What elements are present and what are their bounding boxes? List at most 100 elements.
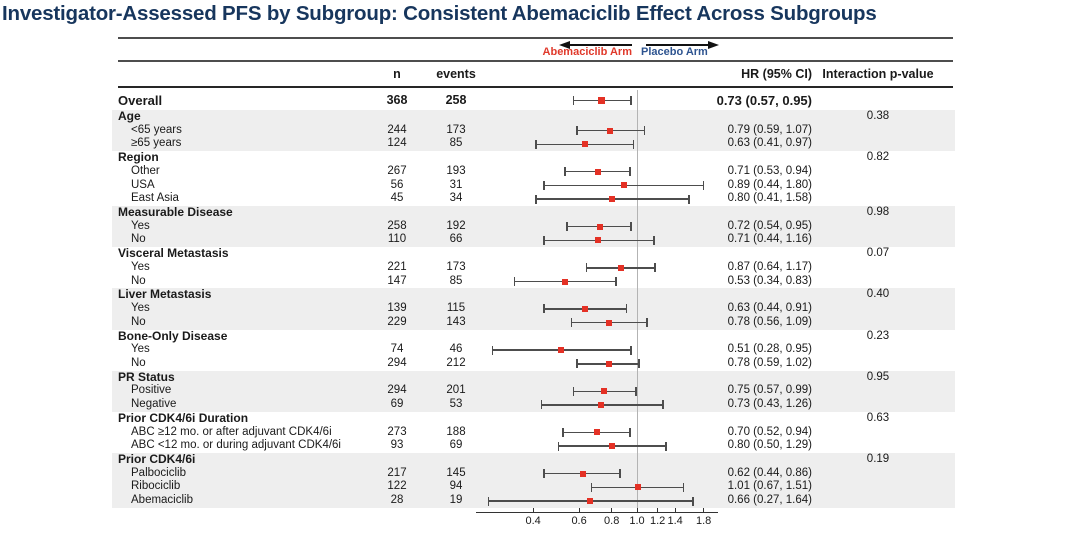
- n-value: 258: [387, 219, 407, 232]
- ci-cap-low: [572, 96, 575, 105]
- placebo-arm-label: Placebo Arm: [641, 46, 708, 58]
- subgroup-item-label: <65 years: [131, 123, 182, 136]
- subgroup-item-label: Palbociclib: [131, 466, 186, 479]
- interaction-p-value: 0.95: [866, 370, 890, 383]
- events-value: 115: [446, 302, 466, 315]
- n-value: 229: [387, 315, 407, 328]
- n-value: 28: [390, 494, 404, 507]
- x-axis-tick-label: 0.6: [571, 515, 587, 527]
- hr-point-marker: [562, 278, 569, 285]
- ci-cap-high: [653, 235, 655, 245]
- events-value: 34: [449, 192, 463, 205]
- overall-row-label: Overall: [118, 93, 163, 108]
- interaction-p-value: 0.19: [866, 453, 890, 465]
- ci-cap-high: [682, 482, 685, 492]
- events-value: 212: [446, 356, 466, 369]
- subgroup-item-label: ≥65 years: [131, 137, 182, 150]
- events-value: 173: [446, 123, 466, 136]
- column-header-hr: HR (95% CI): [741, 67, 812, 81]
- n-value: 294: [387, 356, 407, 369]
- subgroup-item-label: No: [131, 233, 146, 246]
- events-value: 201: [446, 384, 466, 397]
- ci-cap-high: [625, 304, 628, 314]
- events-value: 69: [449, 439, 463, 452]
- top-rule: [118, 37, 953, 39]
- hr-ci-value: 0.78 (0.56, 1.09): [727, 315, 812, 328]
- n-value: 74: [390, 343, 404, 356]
- subgroup-shaded-band: [112, 206, 955, 248]
- n-value: 217: [387, 466, 407, 479]
- n-value: 45: [390, 192, 404, 205]
- ci-cap-low: [566, 222, 568, 232]
- subgroup-item-label: No: [131, 315, 146, 328]
- x-axis-tick-label: 1.0: [629, 515, 645, 527]
- interaction-p-value: 0.23: [866, 329, 890, 342]
- ci-cap-high: [692, 496, 694, 506]
- ci-cap-low: [572, 386, 575, 396]
- n-value: 139: [387, 302, 407, 315]
- hr-point-marker: [579, 470, 586, 477]
- hr-point-marker: [597, 97, 605, 104]
- interaction-p-value: 0.82: [866, 151, 890, 164]
- ci-cap-low: [487, 496, 490, 506]
- ci-cap-high: [629, 427, 631, 437]
- hr-point-marker: [598, 401, 605, 408]
- x-axis-tick: [703, 507, 705, 512]
- x-axis-tick-label: 0.4: [525, 515, 541, 527]
- events-value: 46: [449, 343, 463, 356]
- ci-cap-high: [630, 222, 632, 232]
- subgroup-item-label: Positive: [131, 384, 172, 397]
- events-value: 145: [446, 466, 466, 479]
- subgroup-shaded-band: [112, 370, 955, 412]
- reference-line: [636, 90, 638, 509]
- ci-cap-high: [688, 194, 690, 204]
- events-value: 173: [446, 260, 466, 273]
- page-title: Investigator-Assessed PFS by Subgroup: C…: [2, 2, 877, 25]
- hr-point-marker: [595, 168, 602, 175]
- n-value: 122: [387, 480, 407, 493]
- hr-point-marker: [581, 141, 588, 148]
- ci-cap-high: [654, 263, 656, 273]
- ci-cap-low: [557, 441, 560, 451]
- left-arrow-icon: [559, 41, 632, 49]
- hr-point-marker: [596, 223, 603, 230]
- right-arrow-icon: [646, 41, 719, 49]
- subgroup-header-label: Bone-Only Disease: [118, 328, 228, 343]
- x-axis-tick-label: 1.4: [667, 515, 683, 527]
- ci-cap-low: [535, 139, 537, 149]
- hr-ci-value: 0.78 (0.59, 1.02): [727, 356, 812, 369]
- n-value: 221: [387, 260, 407, 273]
- x-axis-tick: [636, 507, 638, 512]
- column-header-events: events: [436, 67, 476, 81]
- ci-cap-low: [535, 194, 537, 204]
- ci-cap-high: [615, 277, 617, 286]
- subgroup-header-label: PR Status: [118, 369, 175, 384]
- n-value: 273: [387, 425, 407, 438]
- ci-cap-high: [665, 441, 667, 451]
- hr-ci-value: 0.53 (0.34, 0.83): [727, 274, 812, 287]
- interaction-p-value: 0.98: [866, 206, 890, 219]
- ci-cap-low: [540, 400, 543, 410]
- ci-cap-low: [543, 235, 545, 245]
- events-value: 53: [449, 398, 463, 411]
- subgroup-header-label: Region: [118, 150, 159, 165]
- ci-cap-low: [585, 263, 588, 273]
- hr-point-marker: [635, 484, 642, 491]
- n-value: 244: [387, 123, 407, 136]
- n-value: 147: [387, 274, 407, 287]
- ci-cap-high: [630, 345, 632, 355]
- subgroup-item-label: ABC ≥12 mo. or after adjuvant CDK4/6i: [131, 425, 332, 438]
- subgroup-item-label: Other: [131, 164, 160, 177]
- hr-point-marker: [593, 429, 600, 436]
- n-value: 93: [390, 439, 404, 452]
- x-axis-tick-label: 1.2: [650, 515, 666, 527]
- x-axis-tick: [611, 507, 613, 512]
- ci-cap-low: [543, 469, 545, 479]
- events-value: 258: [445, 93, 467, 107]
- ci-cap-low: [513, 277, 516, 286]
- hr-ci-value: 1.01 (0.67, 1.51): [727, 480, 812, 493]
- subgroup-shaded-band: [112, 110, 955, 152]
- hr-ci-value: 0.73 (0.57, 0.95): [716, 93, 812, 108]
- hr-point-marker: [607, 127, 614, 134]
- events-value: 188: [446, 425, 466, 438]
